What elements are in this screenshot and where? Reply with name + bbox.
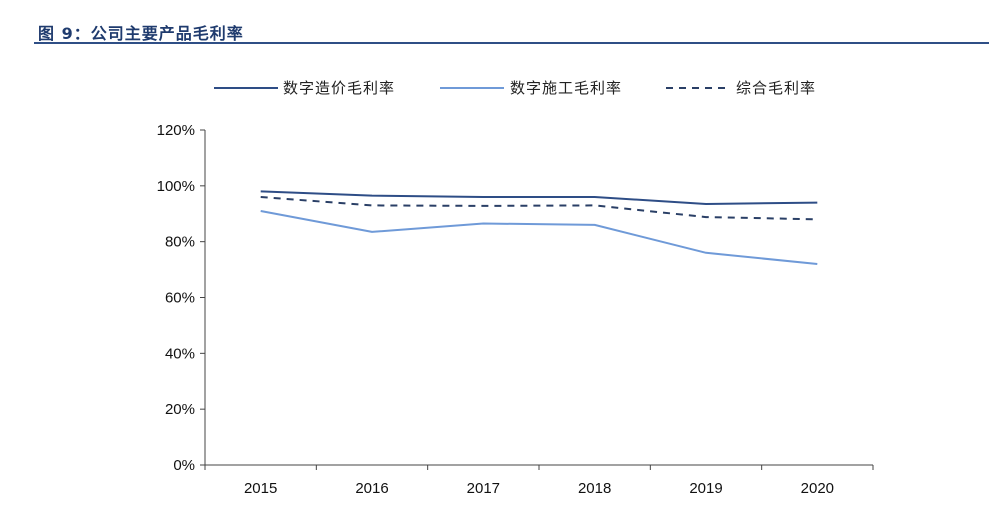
figure-title: 图 9：公司主要产品毛利率 [38, 24, 244, 43]
figure-header: 图 9：公司主要产品毛利率 [0, 0, 989, 44]
series-line-1 [260, 190, 818, 205]
x-tick-label: 2020 [801, 480, 834, 497]
y-axis: 0% 20% 40% 60% 80% 100% 120% [157, 122, 206, 474]
x-tick-label: 2018 [578, 480, 611, 497]
y-tick-label: 60% [165, 290, 195, 307]
x-tick-label: 2016 [355, 480, 388, 497]
y-tick-label: 100% [157, 178, 195, 195]
y-tick-label: 80% [165, 234, 195, 251]
y-tick-label: 20% [165, 401, 195, 418]
x-tick-label: 2019 [689, 480, 722, 497]
x-tick-label: 2015 [244, 480, 277, 497]
legend-label-1: 数字造价毛利率 [283, 79, 395, 97]
x-tick-label: 2017 [467, 480, 500, 497]
y-tick-label: 0% [173, 457, 195, 474]
series-line-2 [260, 210, 818, 265]
y-tick-label: 120% [157, 122, 195, 139]
series-layer [260, 190, 818, 265]
series-line-3 [260, 196, 818, 221]
y-tick-label: 40% [165, 345, 195, 362]
legend-label-3: 综合毛利率 [736, 79, 816, 97]
x-axis: 2015 2016 2017 2018 2019 2020 [204, 464, 874, 497]
legend-label-2: 数字施工毛利率 [510, 79, 622, 97]
title-rule [34, 42, 989, 44]
legend: 数字造价毛利率 数字施工毛利率 综合毛利率 [214, 79, 816, 97]
